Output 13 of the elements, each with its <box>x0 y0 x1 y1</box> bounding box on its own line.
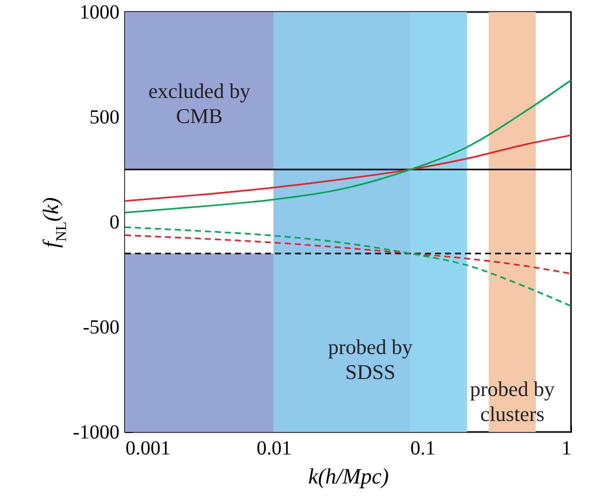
y-tick-label: 1000 <box>80 2 120 24</box>
y-tick-label: 0 <box>110 212 120 234</box>
y-tick-label: 500 <box>90 106 120 128</box>
band-label: excluded by CMB <box>148 78 251 128</box>
x-tick-label: 0.001 <box>126 438 170 460</box>
band-label: probed by clusters <box>470 377 556 426</box>
x-axis-title: k(h/Mpc) <box>308 464 389 488</box>
y-tick-label: -1000 <box>72 422 120 444</box>
x-tick-label: 0.01 <box>256 438 292 460</box>
x-tick-label: 0.1 <box>410 438 436 460</box>
x-tick-label: 1 <box>562 438 572 460</box>
band-label: probed by SDSS <box>328 335 414 384</box>
y-tick-label: -500 <box>82 316 120 338</box>
